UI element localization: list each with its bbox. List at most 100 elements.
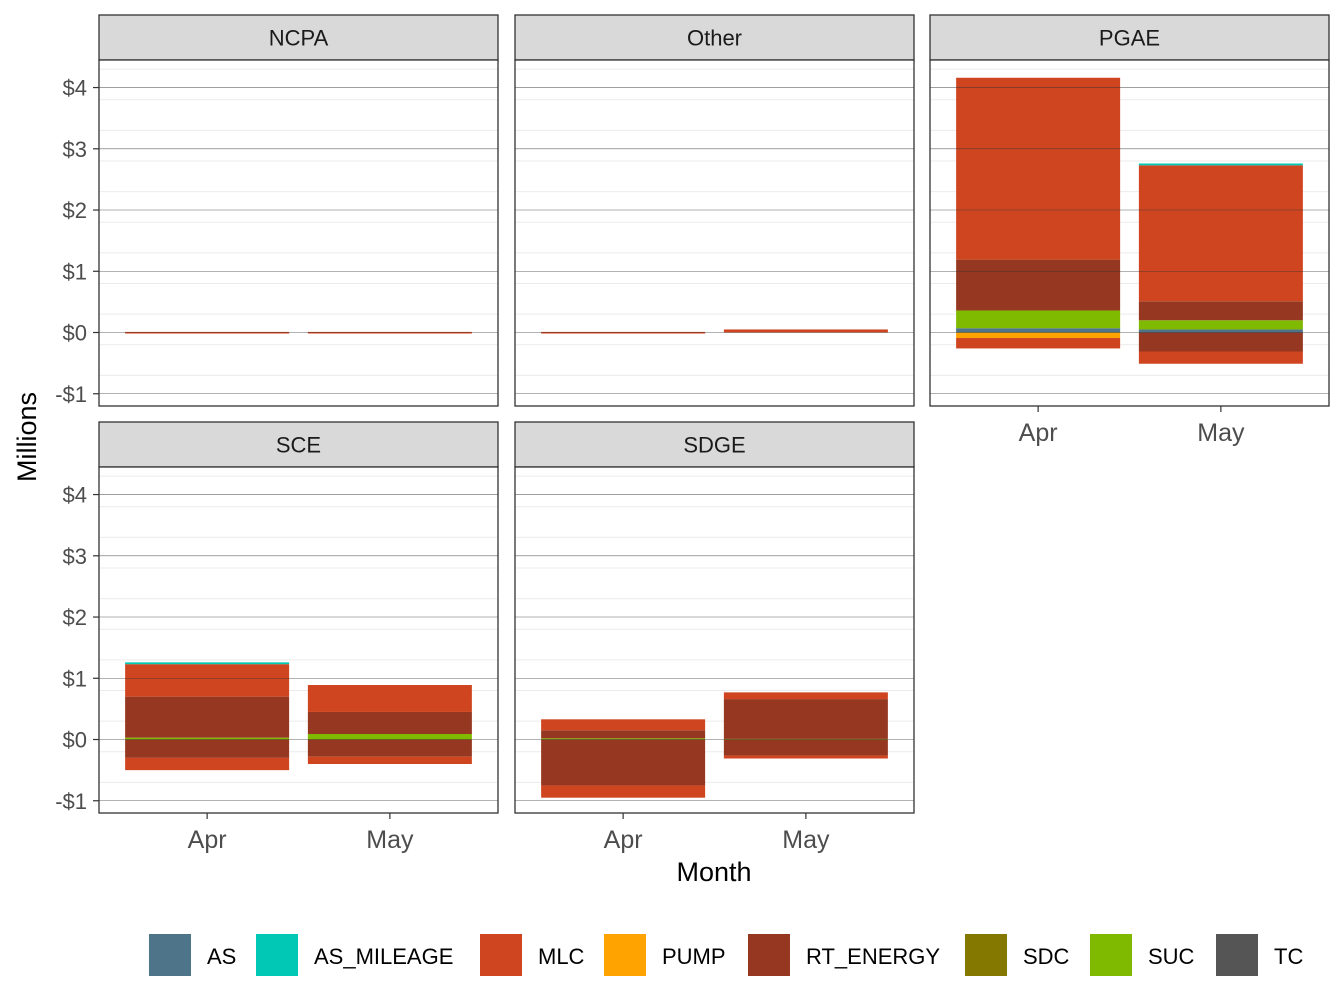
facet-strip <box>514 14 915 61</box>
bar-segment-rt_energy <box>307 739 472 757</box>
legend-label: AS <box>207 944 236 969</box>
bar-segment-rt_energy <box>1138 301 1303 321</box>
bar-segment-mlc <box>125 332 290 334</box>
bar-segment-mlc <box>723 692 888 700</box>
facet-strip <box>98 421 499 468</box>
legend-item-sdc: SDC <box>965 934 1070 976</box>
panel-sdge: SDGE Apr May <box>514 421 915 854</box>
bar-segment-mlc <box>723 329 888 333</box>
bar-segment-as_mileage <box>1138 163 1303 166</box>
legend-swatch <box>604 934 646 976</box>
bar-segment-rt_energy <box>125 739 290 758</box>
bar-segment-suc <box>956 310 1121 329</box>
legend-item-rt_energy: RT_ENERGY <box>748 934 940 976</box>
y-tick-label: -$1 <box>55 382 87 407</box>
bar-segment-rt_energy <box>307 711 472 735</box>
legend-swatch <box>1216 934 1258 976</box>
bar-segment-rt_energy <box>541 739 706 786</box>
legend-swatch <box>1090 934 1132 976</box>
panel-border <box>929 59 1330 407</box>
x-tick-label: Apr <box>604 826 643 854</box>
bar-segment-mlc <box>541 332 706 334</box>
panel-ncpa: NCPA -$1 $0 $1 $2 $3 $4 <box>55 14 499 407</box>
plot-background <box>99 60 498 406</box>
facet-strip-label: NCPA <box>269 26 329 51</box>
y-tick-label: $0 <box>63 321 87 346</box>
x-tick-label: Apr <box>1019 419 1058 447</box>
legend-item-as: AS <box>149 934 236 976</box>
legend-label: MLC <box>538 944 585 969</box>
legend-swatch <box>480 934 522 976</box>
panel-pgae: PGAE Apr May <box>929 14 1330 447</box>
y-tick-label: $2 <box>63 198 87 223</box>
bar-segment-mlc <box>541 785 706 798</box>
y-tick-label: $0 <box>63 728 87 753</box>
legend-item-tc: TC <box>1216 934 1303 976</box>
bar-segment-rt_energy <box>541 730 706 739</box>
bar-segment-mlc <box>1138 165 1303 302</box>
bar-segment-as <box>1138 329 1303 333</box>
bar-segment-rt_energy <box>956 259 1121 311</box>
legend-label: SDC <box>1023 944 1070 969</box>
legend-swatch <box>965 934 1007 976</box>
bar-segment-suc <box>541 738 706 740</box>
legend-swatch <box>748 934 790 976</box>
legend-item-as_mileage: AS_MILEAGE <box>256 934 453 976</box>
panel-other: Other <box>514 14 915 407</box>
legend-label: TC <box>1274 944 1303 969</box>
legend: AS AS_MILEAGE MLC PUMP RT_ENERGY SDC SUC TC <box>149 934 1303 976</box>
facet-strip-label: SCE <box>276 433 321 458</box>
x-tick-label: May <box>1197 419 1245 447</box>
y-axis-title: Millions <box>12 392 42 482</box>
x-tick-label: Apr <box>188 826 227 854</box>
panel-sce: SCE -$1 $0 $1 $2 $3 $4 Apr May <box>55 421 499 854</box>
bar-segment-mlc <box>723 755 888 759</box>
y-tick-label: $4 <box>63 483 87 508</box>
legend-label: PUMP <box>662 944 726 969</box>
panel-border <box>514 59 915 407</box>
bar-segment-mlc <box>307 685 472 712</box>
legend-label: RT_ENERGY <box>806 944 940 969</box>
y-tick-label: $1 <box>63 259 87 284</box>
facet-strip-label: SDGE <box>683 433 745 458</box>
facet-strip-label: Other <box>687 26 742 51</box>
bar-segment-mlc <box>307 332 472 334</box>
y-tick-label: $2 <box>63 605 87 630</box>
bar-segment-mlc <box>125 664 290 697</box>
plot-background <box>515 60 914 406</box>
y-tick-label: $3 <box>63 544 87 569</box>
legend-item-mlc: MLC <box>480 934 585 976</box>
bar-segment-rt_energy <box>125 696 290 738</box>
bar-segment-mlc <box>125 757 290 771</box>
x-tick-label: May <box>782 826 830 854</box>
bar-segment-as_mileage <box>125 662 290 665</box>
legend-swatch <box>256 934 298 976</box>
bar-segment-rt_energy <box>1138 332 1303 352</box>
bar-segment-rt_energy <box>723 739 888 756</box>
bar-segment-mlc <box>307 756 472 765</box>
y-tick-label: -$1 <box>55 789 87 814</box>
bar-segment-as <box>956 328 1121 333</box>
panel-border <box>98 466 499 814</box>
legend-item-pump: PUMP <box>604 934 726 976</box>
x-tick-label: May <box>366 826 414 854</box>
bar-segment-suc <box>125 737 290 740</box>
panel-border <box>514 466 915 814</box>
y-tick-label: $3 <box>63 137 87 162</box>
x-axis-title: Month <box>676 857 751 887</box>
legend-label: SUC <box>1148 944 1195 969</box>
chart-panels: NCPA -$1 $0 $1 $2 $3 $4 Other PGAE Apr May SCE -$1 $0… <box>55 14 1330 854</box>
y-tick-label: $1 <box>63 666 87 691</box>
legend-item-suc: SUC <box>1090 934 1195 976</box>
legend-swatch <box>149 934 191 976</box>
bar-segment-rt_energy <box>723 699 888 739</box>
bar-segment-mlc <box>1138 351 1303 364</box>
y-tick-label: $4 <box>63 76 87 101</box>
legend-label: AS_MILEAGE <box>314 944 453 969</box>
bar-segment-suc <box>1138 320 1303 330</box>
bar-segment-suc <box>307 734 472 740</box>
facet-strip <box>929 14 1330 61</box>
facet-strip <box>514 421 915 468</box>
bar-segment-mlc <box>956 338 1121 349</box>
